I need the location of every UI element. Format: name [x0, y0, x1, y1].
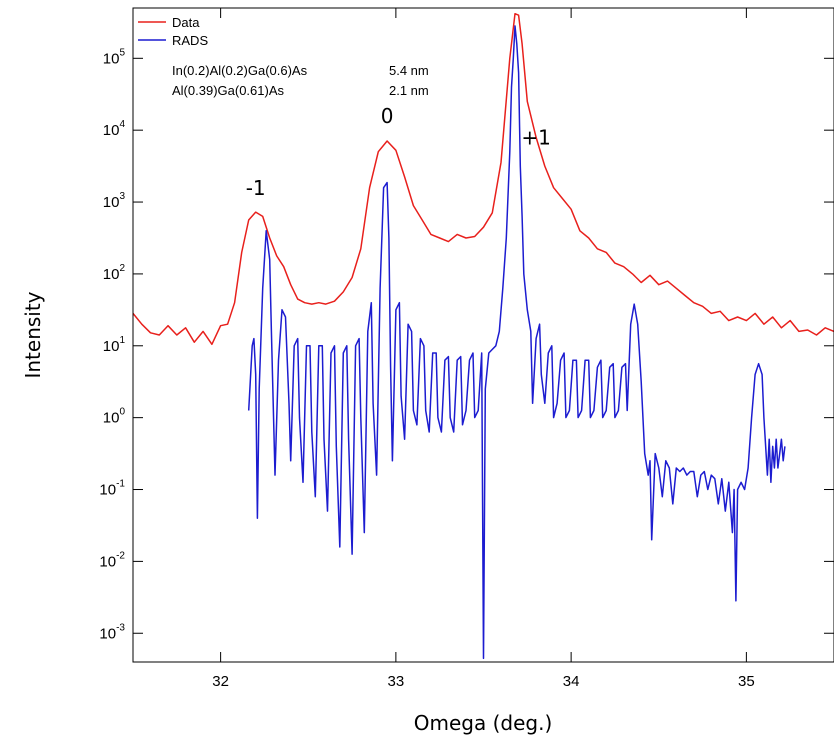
y-tick-label: 10-1 [99, 479, 125, 499]
y-tick-label: 103 [103, 191, 126, 211]
x-axis-title: Omega (deg.) [414, 711, 553, 735]
series-line-data [132, 12, 834, 346]
legend-note-layer1: In(0.2)Al(0.2)Ga(0.6)As [172, 63, 308, 78]
legend-label-rads: RADS [172, 33, 208, 48]
legend: Data RADS In(0.2)Al(0.2)Ga(0.6)As 5.4 nm… [138, 15, 429, 98]
peak-order-label: -1 [246, 176, 266, 200]
peak-order-label: +1 [521, 126, 550, 150]
y-tick-label: 102 [103, 263, 126, 283]
x-tick-label: 35 [738, 673, 755, 690]
legend-note-layer2-thickness: 2.1 nm [389, 83, 429, 98]
x-tick-label: 33 [388, 673, 405, 690]
label-layer: 32 33 34 35 105 104 103 102 101 100 10-1 10-2 10-3 -1… [99, 47, 754, 690]
y-tick-label: 100 [103, 407, 126, 427]
axes-layer [133, 8, 834, 662]
y-axis-title: Intensity [21, 291, 45, 378]
y-tick-label: 10-2 [99, 550, 125, 570]
series-line-rads [247, 25, 786, 660]
legend-label-data: Data [172, 15, 200, 30]
y-tick-label: 105 [103, 47, 126, 67]
series-layer [132, 12, 834, 660]
y-tick-label: 101 [103, 335, 126, 355]
x-tick-label: 34 [563, 673, 580, 690]
peak-order-label: 0 [381, 104, 394, 128]
y-tick-label: 10-3 [99, 622, 125, 642]
legend-note-layer2: Al(0.39)Ga(0.61)As [172, 83, 284, 98]
plot-frame [132, 7, 834, 663]
y-tick-label: 104 [103, 119, 126, 139]
legend-note-layer1-thickness: 5.4 nm [389, 63, 429, 78]
x-tick-label: 32 [212, 673, 229, 690]
